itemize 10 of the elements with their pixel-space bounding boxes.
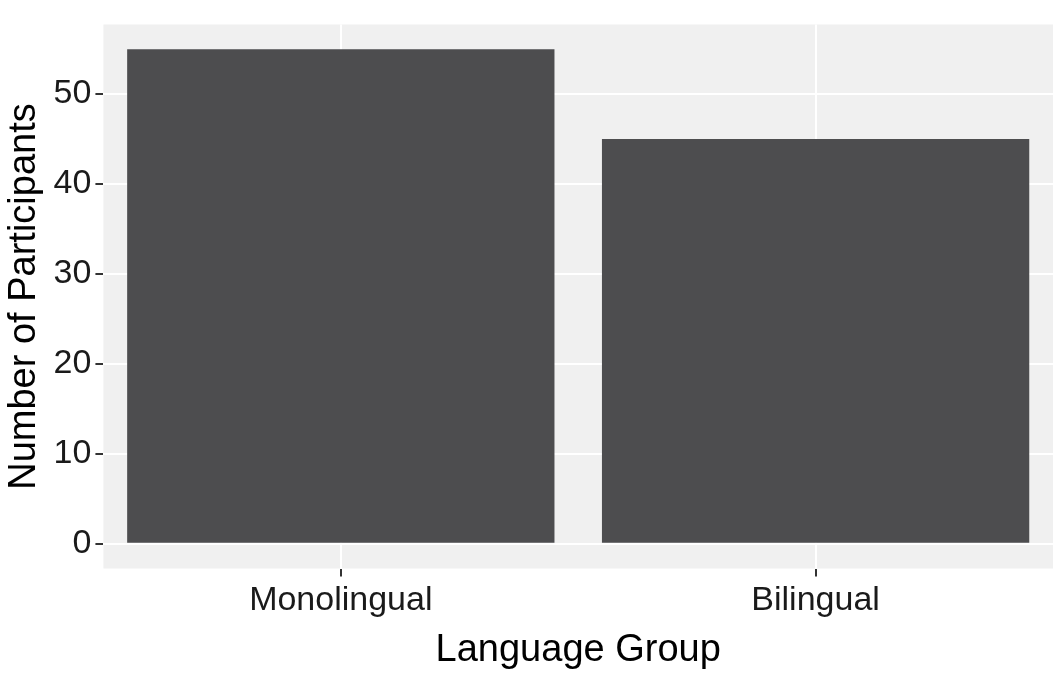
y-tick-label: 50 [53, 72, 92, 111]
y-tick-label: 10 [53, 432, 92, 471]
y-axis-title: Number of Participants [1, 103, 44, 490]
x-tick-label: Bilingual [751, 579, 880, 618]
y-tick-label: 0 [72, 522, 92, 561]
x-axis-title: Language Group [435, 626, 721, 669]
y-tick-label: 30 [53, 252, 92, 291]
y-tick-label: 40 [53, 162, 92, 201]
x-tick-label: Monolingual [249, 579, 433, 618]
y-tick-label: 20 [53, 342, 92, 381]
